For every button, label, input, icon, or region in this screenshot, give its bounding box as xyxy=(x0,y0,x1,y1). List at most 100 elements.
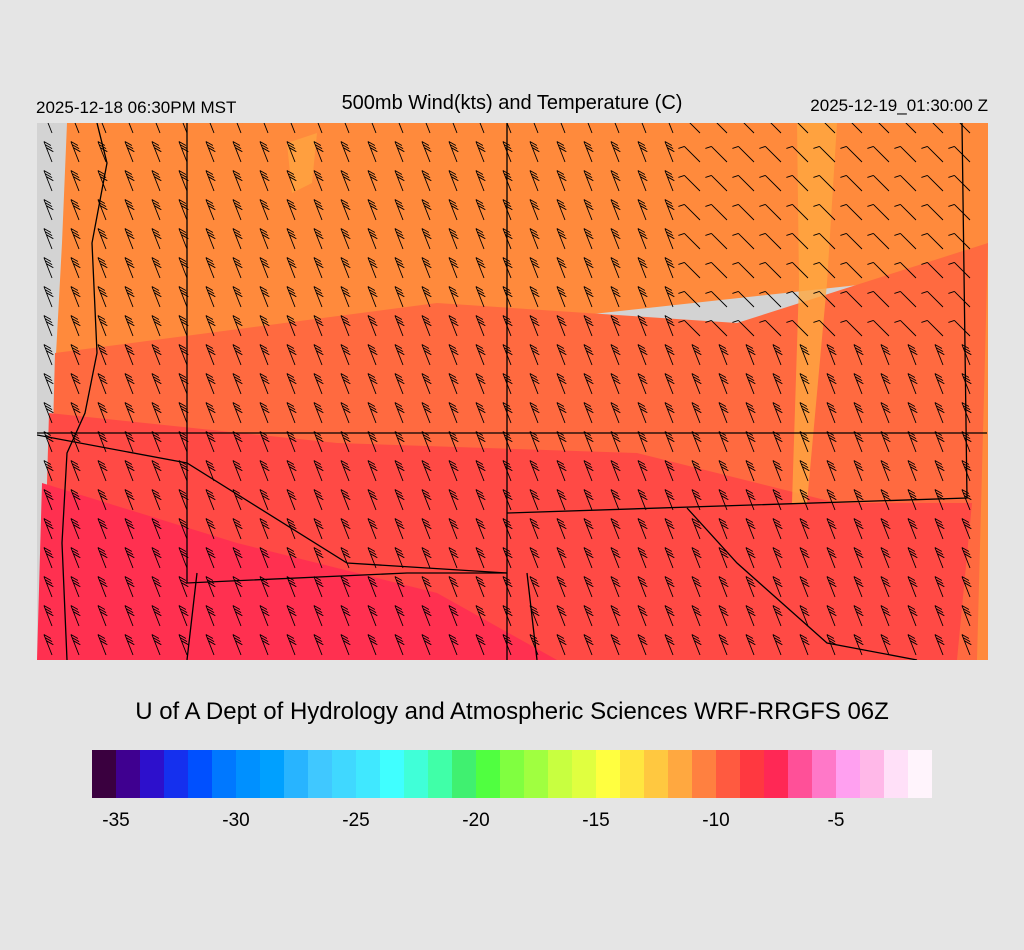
wind-barb xyxy=(583,286,594,308)
wind-barb xyxy=(97,373,108,395)
wind-barb xyxy=(637,199,648,221)
wind-barb xyxy=(394,141,405,163)
wind-barb xyxy=(124,634,135,656)
wind-barb xyxy=(232,547,243,569)
wind-barb xyxy=(948,203,971,221)
wind-barb xyxy=(907,547,918,569)
wind-barb xyxy=(610,257,621,279)
wind-barb xyxy=(529,344,540,366)
wind-barb xyxy=(340,431,351,453)
wind-barb xyxy=(664,315,675,337)
wind-barb xyxy=(556,576,567,598)
wind-barb xyxy=(772,634,783,656)
wind-barb xyxy=(934,402,945,424)
wind-barb xyxy=(556,431,567,453)
wind-barb xyxy=(772,518,783,540)
wind-barb xyxy=(259,634,270,656)
wind-barb xyxy=(394,605,405,627)
wind-barb xyxy=(853,518,864,540)
wind-barb xyxy=(880,547,891,569)
wind-barb xyxy=(907,344,918,366)
wind-barb xyxy=(475,518,486,540)
wind-barb xyxy=(475,547,486,569)
river xyxy=(526,572,538,660)
wind-barb xyxy=(259,460,270,482)
wind-barb xyxy=(259,605,270,627)
colorbar-tick-label: -15 xyxy=(582,810,610,831)
wind-barb xyxy=(691,518,702,540)
wind-barb xyxy=(934,489,945,511)
wind-barb xyxy=(867,174,890,192)
colorbar-swatch xyxy=(236,750,260,798)
wind-barb xyxy=(232,605,243,627)
wind-barb xyxy=(867,290,890,308)
wind-barb xyxy=(178,228,189,250)
wind-barb xyxy=(772,605,783,627)
wind-barb xyxy=(826,344,837,366)
colorbar-swatch xyxy=(116,750,140,798)
colorbar-swatch xyxy=(716,750,740,798)
wind-barb xyxy=(813,261,836,279)
wind-barb xyxy=(502,141,513,163)
wind-barb xyxy=(610,373,621,395)
wind-barb xyxy=(610,402,621,424)
state-border xyxy=(37,434,508,574)
wind-barb xyxy=(799,634,810,656)
wind-barb xyxy=(637,547,648,569)
wind-barb xyxy=(934,518,945,540)
wind-barb xyxy=(205,286,216,308)
wind-barb xyxy=(124,170,135,192)
wind-barb xyxy=(124,373,135,395)
wind-barb xyxy=(948,232,971,250)
colorbar-swatch xyxy=(260,750,284,798)
wind-barb xyxy=(880,373,891,395)
wind-barb xyxy=(921,261,944,279)
wind-barb xyxy=(340,402,351,424)
wind-barb xyxy=(664,199,675,221)
wind-barb xyxy=(421,547,432,569)
wind-barb xyxy=(799,518,810,540)
state-border xyxy=(186,123,507,584)
wind-barb xyxy=(475,431,486,453)
wind-barb xyxy=(948,319,971,337)
wind-barb xyxy=(664,634,675,656)
wind-barb xyxy=(759,232,782,250)
temperature-field-southwest xyxy=(37,483,557,660)
wind-barb xyxy=(286,605,297,627)
wind-barb xyxy=(421,460,432,482)
wind-barb xyxy=(813,290,836,308)
wind-barb xyxy=(529,286,540,308)
wind-barb xyxy=(637,315,648,337)
wind-barb xyxy=(475,170,486,192)
wind-barb xyxy=(367,576,378,598)
wind-barb xyxy=(232,373,243,395)
wind-barb xyxy=(97,489,108,511)
wind-barb xyxy=(205,344,216,366)
river xyxy=(186,572,198,660)
wind-barb xyxy=(286,315,297,337)
temperature-colorbar xyxy=(92,750,932,798)
wind-barb xyxy=(340,373,351,395)
colorbar-swatch xyxy=(572,750,596,798)
wind-barb xyxy=(786,203,809,221)
wind-barb xyxy=(610,286,621,308)
wind-barb xyxy=(880,402,891,424)
wind-barb xyxy=(151,431,162,453)
wind-barb xyxy=(894,145,917,163)
wind-barb xyxy=(313,431,324,453)
wind-barb xyxy=(556,402,567,424)
wind-barb xyxy=(664,431,675,453)
wind-barb xyxy=(97,518,108,540)
wind-barb xyxy=(705,203,728,221)
wind-barb xyxy=(340,518,351,540)
wind-barb xyxy=(70,634,81,656)
wind-barb xyxy=(799,431,810,453)
wind-barb xyxy=(921,290,944,308)
wind-barb xyxy=(340,141,351,163)
wind-barb xyxy=(705,261,728,279)
wind-barb xyxy=(583,373,594,395)
wind-barb xyxy=(637,634,648,656)
wind-barb xyxy=(826,547,837,569)
wind-barb xyxy=(43,344,54,366)
wind-barb xyxy=(367,257,378,279)
